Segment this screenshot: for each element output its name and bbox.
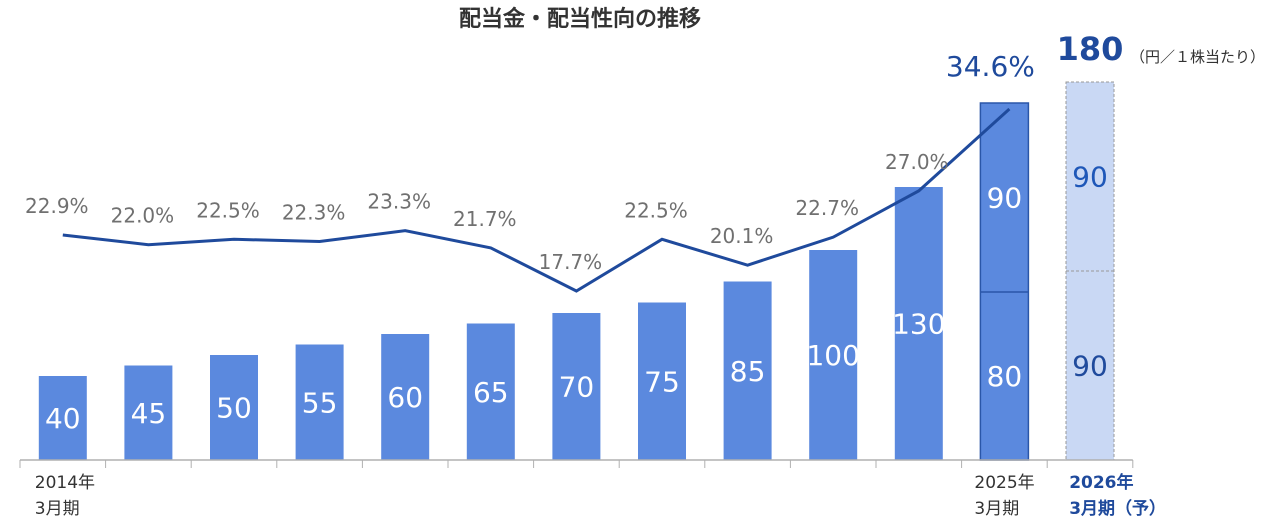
payout-ratio-label: 22.7%: [795, 196, 859, 220]
payout-ratio-label: 22.5%: [196, 198, 260, 222]
unit-label: （円／１株当たり）: [1130, 48, 1265, 66]
x-tick-label: 2026年: [1069, 472, 1133, 493]
payout-ratio-label: 27.0%: [885, 150, 949, 174]
payout-ratio-label: 34.6%: [946, 50, 1035, 83]
payout-ratio-label: 22.9%: [25, 194, 89, 218]
payout-ratio-label: 22.3%: [282, 200, 346, 224]
bar: [552, 313, 601, 460]
bar-value-label: 80: [987, 360, 1023, 393]
bar-value-label: 130: [892, 308, 945, 341]
bar-value-label: 70: [559, 371, 595, 404]
x-tick-label: 3月期（予）: [1069, 498, 1166, 519]
bar-value-label: 75: [644, 365, 680, 398]
payout-ratio-label: 23.3%: [367, 190, 431, 214]
bar-value-label: 50: [216, 392, 252, 425]
bar: [894, 187, 943, 460]
x-tick-label: 2025年: [974, 473, 1034, 493]
bar: [809, 250, 858, 460]
bar-value-label: 65: [473, 376, 509, 409]
bar: [381, 334, 430, 460]
payout-ratio-label: 17.7%: [539, 250, 603, 274]
x-tick-label: 3月期: [974, 499, 1019, 519]
bar: [638, 302, 686, 460]
chart-title: 配当金・配当性向の推移: [459, 6, 701, 32]
bar-value-label: 45: [131, 397, 167, 430]
bar: [124, 365, 173, 460]
bar-value-label: 60: [387, 381, 423, 414]
bar-value-label: 90: [1072, 350, 1108, 383]
payout-ratio-label: 20.1%: [710, 224, 774, 248]
payout-ratio-label: 22.0%: [111, 204, 175, 228]
bar: [979, 102, 1030, 461]
payout-ratio-label: 21.7%: [453, 207, 517, 231]
x-tick-label: 3月期: [35, 499, 80, 519]
bar: [466, 323, 515, 460]
bar-value-label: 90: [987, 182, 1023, 215]
bar-value-label: 100: [806, 339, 859, 372]
bar-value-label: 40: [45, 402, 81, 435]
bar: [295, 344, 344, 460]
bar: [38, 376, 87, 460]
bar-value-label: 55: [302, 386, 338, 419]
bar: [210, 355, 258, 460]
payout-ratio-line: [62, 107, 1011, 293]
forecast-total-label: 180: [1057, 30, 1124, 68]
payout-ratio-label: 22.5%: [624, 198, 688, 222]
bar-value-label: 85: [730, 355, 766, 388]
bar-value-label: 90: [1072, 161, 1108, 194]
x-tick-label: 2014年: [35, 473, 95, 493]
bar: [723, 281, 772, 460]
